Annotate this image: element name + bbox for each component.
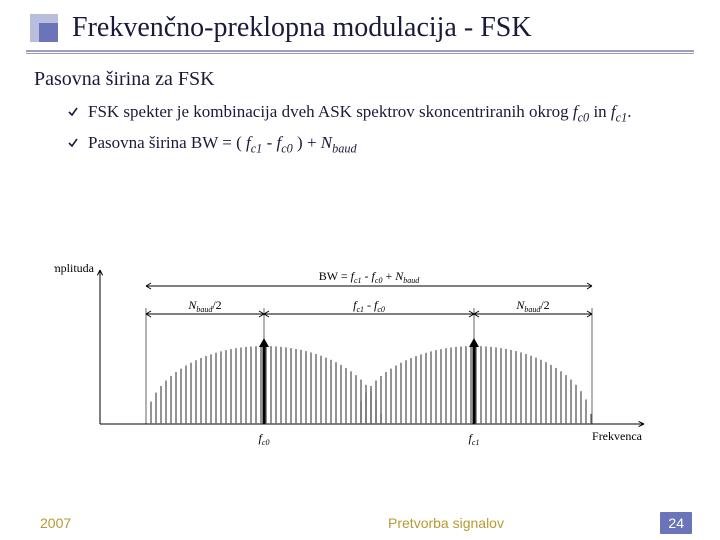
check-icon (68, 107, 78, 117)
sub-c1: c1 (616, 110, 628, 124)
text: FSK spekter je kombinacija dveh ASK spek… (88, 102, 573, 121)
subtitle: Pasovna širina za FSK (0, 54, 720, 97)
svg-text:fc1: fc1 (469, 431, 480, 447)
bullet-item: Pasovna širina BW = ( fc1 - fc0 ) + Nbau… (68, 132, 690, 157)
fsk-bandwidth-figure: Amplituda Frekvenca BW = fc1 - fc0 + Nbaud… (54, 250, 654, 460)
title-bar: Frekvenčno-preklopna modulacija - FSK (0, 0, 720, 48)
footer-year: 2007 (40, 515, 260, 531)
svg-text:Frekvenca: Frekvenca (592, 429, 643, 443)
var-n: N (321, 133, 332, 152)
bullet-item: FSK spekter je kombinacija dveh ASK spek… (68, 101, 690, 126)
slide-number-badge: 24 (660, 512, 692, 534)
svg-text:fc0: fc0 (259, 431, 270, 447)
sub-c0: c0 (578, 110, 590, 124)
text: . (627, 102, 631, 121)
page-title: Frekvenčno-preklopna modulacija - FSK (72, 12, 532, 44)
text: in (589, 102, 611, 121)
svg-text:Nbaud/2: Nbaud/2 (187, 298, 221, 314)
text: - (262, 133, 276, 152)
bullet-text: Pasovna širina BW = ( fc1 - fc0 ) + Nbau… (88, 132, 357, 157)
sub-baud: baud (332, 141, 356, 155)
text: Pasovna širina BW = ( (88, 133, 246, 152)
svg-text:Amplituda: Amplituda (54, 261, 95, 275)
sub-c0: c0 (281, 141, 293, 155)
bullet-list: FSK spekter je kombinacija dveh ASK spek… (0, 97, 720, 157)
footer: 2007 Pretvorba signalov 24 (0, 512, 720, 534)
svg-text:BW = fc1 - fc0 + Nbaud: BW = fc1 - fc0 + Nbaud (319, 269, 421, 285)
footer-title: Pretvorba signalov (260, 515, 632, 531)
svg-text:fc1 - fc0: fc1 - fc0 (353, 298, 385, 314)
footer-slide: 24 (632, 512, 692, 534)
sub-c1: c1 (251, 141, 263, 155)
check-icon (68, 138, 78, 148)
svg-text:Nbaud/2: Nbaud/2 (515, 298, 549, 314)
bullet-text: FSK spekter je kombinacija dveh ASK spek… (88, 101, 631, 126)
title-accent-icon (30, 14, 58, 42)
text: ) + (293, 133, 321, 152)
